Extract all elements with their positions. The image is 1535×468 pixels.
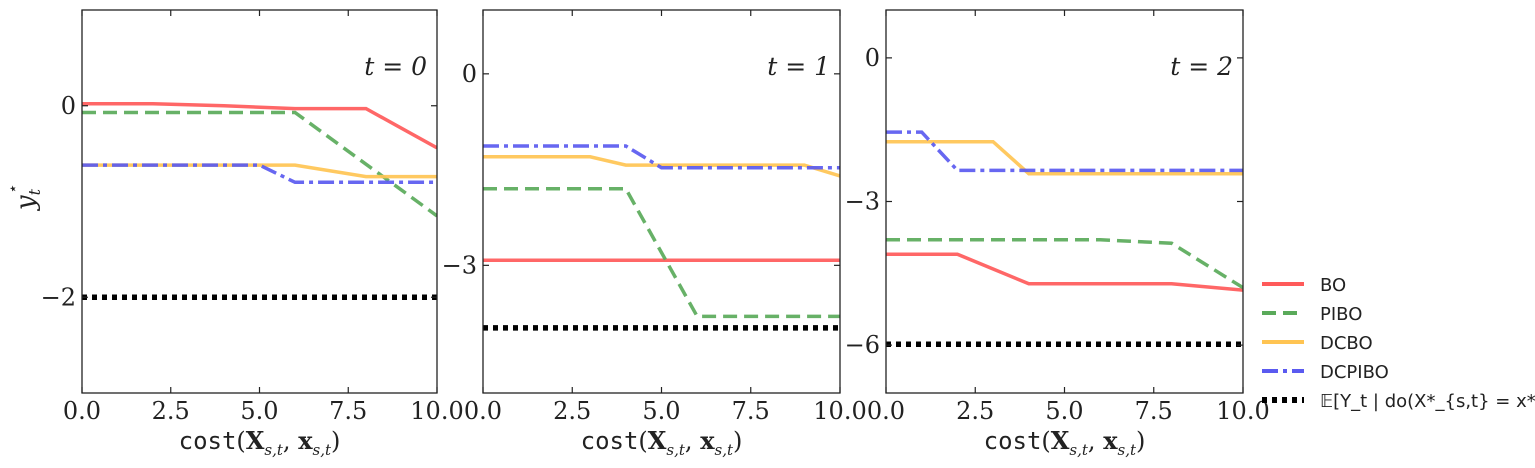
y-axis-label: yt⋆ <box>3 185 44 211</box>
x-tick-label: 10.0 <box>813 397 866 425</box>
legend-label: DCPIBO <box>1320 362 1389 383</box>
x-axis-label-part: X <box>246 426 265 455</box>
series-line-dcbo-panel-2 <box>886 139 1243 176</box>
x-axis-label-part: x <box>1103 426 1118 455</box>
x-axis-label-part: , <box>1088 427 1103 455</box>
x-axis-label-part: , <box>685 427 700 455</box>
legend-label: BO <box>1320 275 1346 296</box>
x-axis-label-part: ( <box>638 427 647 455</box>
x-tick-label: 0.0 <box>867 397 905 425</box>
y-axis-label-part: y <box>11 195 41 211</box>
x-axis-label-part: X <box>1051 426 1070 455</box>
y-tick-label: −3 <box>845 188 880 216</box>
x-axis-label-part: ) <box>733 427 742 455</box>
legend-label: PIBO <box>1320 304 1362 325</box>
x-tick-label: 2.5 <box>956 397 994 425</box>
y-axis-label-part: t <box>25 188 44 195</box>
y-tick-label: −2 <box>41 283 76 311</box>
x-axis-label-part: cost <box>581 427 639 455</box>
series-line-bo-panel-0 <box>82 102 437 150</box>
series-line-dcbo-panel-0 <box>82 163 437 179</box>
x-axis-label-part: cost <box>179 427 237 455</box>
x-axis-label-part: s,t <box>715 441 734 459</box>
x-axis-label: cost(Xs,t, xs,t) <box>179 426 341 459</box>
panel-annotation: t = 0 <box>364 52 427 81</box>
series-line-dcpibo-panel-1 <box>483 144 840 170</box>
x-tick-label: 7.5 <box>329 397 367 425</box>
series-line-pibo-panel-0 <box>82 110 437 218</box>
x-axis-label-part: ) <box>331 427 340 455</box>
x-axis-label-part: x <box>298 426 313 455</box>
x-tick-label: 10.0 <box>1216 397 1269 425</box>
legend-label: DCBO <box>1320 333 1373 354</box>
x-tick-label: 5.0 <box>642 397 680 425</box>
y-tick-label: 0 <box>462 60 477 88</box>
x-axis-label-part: X <box>648 426 667 455</box>
y-tick-label: 0 <box>865 44 880 72</box>
x-axis-label: cost(Xs,t, xs,t) <box>581 426 743 459</box>
x-axis-label: cost(Xs,t, xs,t) <box>984 426 1146 459</box>
x-axis-label-part: cost <box>984 427 1042 455</box>
x-tick-label: 0.0 <box>464 397 502 425</box>
x-axis-label-part: ) <box>1136 427 1145 455</box>
y-tick-label: 0 <box>61 92 76 120</box>
x-axis-label-part: s,t <box>1118 441 1137 459</box>
x-axis-label-part: s,t <box>666 441 685 459</box>
legend-label: 𝔼[Y_t | do(X*_{s,t} = x*_{s,t})] <box>1320 391 1535 412</box>
x-tick-label: 7.5 <box>732 397 770 425</box>
x-axis-label-part: , <box>283 427 298 455</box>
x-tick-label: 5.0 <box>1045 397 1083 425</box>
x-axis-label-part: s,t <box>1069 441 1088 459</box>
y-tick-label: −6 <box>845 331 880 359</box>
series-line-bo-panel-2 <box>886 252 1243 292</box>
x-tick-label: 0.0 <box>63 397 101 425</box>
x-tick-label: 2.5 <box>553 397 591 425</box>
x-axis-label-part: ( <box>1041 427 1050 455</box>
x-axis-label-part: x <box>700 426 715 455</box>
y-axis-label-part: ⋆ <box>3 185 22 195</box>
panel-annotation: t = 2 <box>1170 52 1233 81</box>
x-tick-label: 7.5 <box>1135 397 1173 425</box>
x-axis-label-part: ( <box>236 427 245 455</box>
series-line-dcpibo-panel-2 <box>886 130 1243 173</box>
x-axis-label-part: s,t <box>313 441 332 459</box>
x-axis-label-part: s,t <box>264 441 283 459</box>
x-tick-label: 5.0 <box>240 397 278 425</box>
series-line-pibo-panel-2 <box>886 238 1243 290</box>
x-tick-label: 10.0 <box>410 397 463 425</box>
series-line-pibo-panel-1 <box>483 186 840 319</box>
series-line-dcpibo-panel-0 <box>82 163 437 185</box>
y-tick-label: −3 <box>442 251 477 279</box>
x-tick-label: 2.5 <box>152 397 190 425</box>
panel-annotation: t = 1 <box>767 52 830 81</box>
